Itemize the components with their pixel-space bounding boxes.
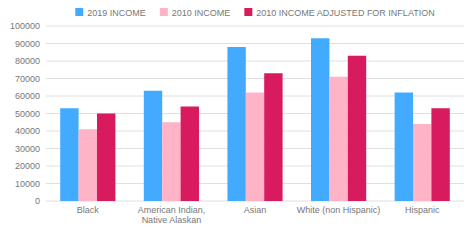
legend-swatch xyxy=(160,8,168,16)
y-tick-label: 40000 xyxy=(15,126,40,136)
bar xyxy=(79,129,97,201)
x-tick-label: Asian xyxy=(244,205,267,215)
chart-container: 0 10000 20000 30000 40000 50000 60000 70000 8000… xyxy=(0,0,474,235)
legend-item: 2010 INCOME xyxy=(160,8,231,18)
y-tick-label: 20000 xyxy=(15,161,40,171)
legend-item: 2010 INCOME ADJUSTED FOR INFLATION xyxy=(244,8,434,18)
grid-line xyxy=(46,78,464,79)
x-tick-label: White (non Hispanic) xyxy=(297,205,381,215)
grid xyxy=(46,26,464,201)
legend-item: 2019 INCOME xyxy=(75,8,146,18)
y-tick-label: 100000 xyxy=(10,21,40,31)
bar xyxy=(329,77,347,201)
legend: 2019 INCOME 2010 INCOME 2010 INCOME ADJUST… xyxy=(75,8,434,18)
bar xyxy=(181,107,199,202)
x-tick-label: Black xyxy=(77,205,100,215)
bar xyxy=(246,93,264,202)
x-tick-label: American Indian,Native Alaskan xyxy=(138,205,206,225)
legend-label: 2019 INCOME xyxy=(87,8,146,18)
y-tick-label: 50000 xyxy=(15,109,40,119)
y-tick-label: 10000 xyxy=(15,179,40,189)
y-tick-label: 80000 xyxy=(15,56,40,66)
bar xyxy=(162,122,180,201)
bar xyxy=(60,108,78,201)
x-axis: Black American Indian,Native Alaskan Asian… xyxy=(77,205,440,225)
legend-label: 2010 INCOME xyxy=(172,8,231,18)
bar xyxy=(264,73,282,201)
bar xyxy=(227,47,245,201)
y-axis: 0 10000 20000 30000 40000 50000 60000 70000 8000… xyxy=(10,21,40,206)
chart: 0 10000 20000 30000 40000 50000 60000 70000 8000… xyxy=(0,0,474,235)
grid-line xyxy=(46,43,464,44)
grid-line xyxy=(46,26,464,27)
bar xyxy=(413,124,431,201)
bar xyxy=(395,93,413,202)
bars xyxy=(60,38,450,201)
bar xyxy=(348,56,366,201)
bar xyxy=(97,114,115,202)
y-tick-label: 70000 xyxy=(15,74,40,84)
y-tick-label: 90000 xyxy=(15,39,40,49)
y-tick-label: 60000 xyxy=(15,91,40,101)
legend-swatch xyxy=(244,8,252,16)
bar xyxy=(144,91,162,201)
y-tick-label: 0 xyxy=(35,196,40,206)
legend-label: 2010 INCOME ADJUSTED FOR INFLATION xyxy=(256,8,434,18)
legend-swatch xyxy=(75,8,83,16)
bar xyxy=(431,108,449,201)
bar xyxy=(311,38,329,201)
grid-line xyxy=(46,61,464,62)
y-tick-label: 30000 xyxy=(15,144,40,154)
x-tick-label: Hispanic xyxy=(405,205,440,215)
